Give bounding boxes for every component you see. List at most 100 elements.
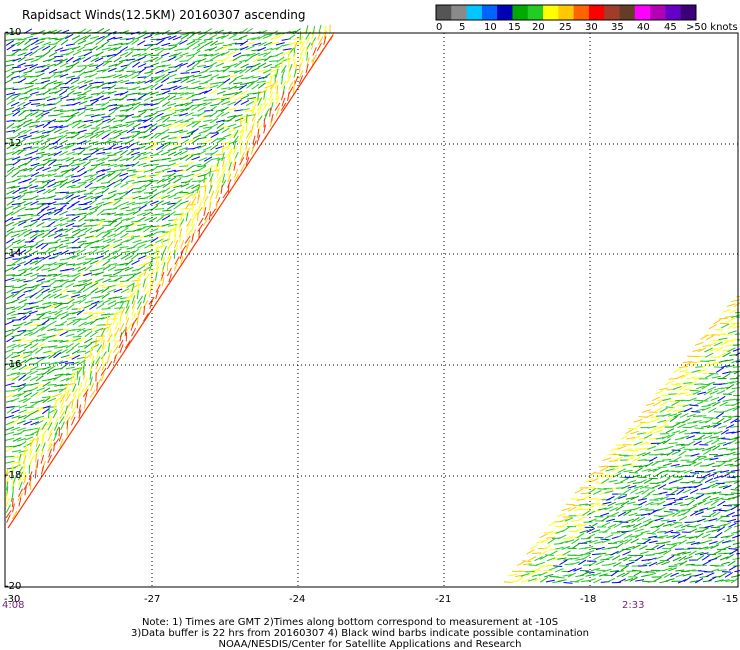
wind-barb <box>137 93 148 95</box>
wind-barb <box>257 128 260 138</box>
wind-barb <box>65 33 74 40</box>
wind-barb <box>77 71 86 78</box>
wind-barb <box>113 129 123 134</box>
wind-barb <box>708 541 718 545</box>
wind-barb <box>280 102 287 111</box>
wind-barb <box>5 293 15 300</box>
wind-barb <box>78 321 87 327</box>
wind-barb <box>689 488 699 494</box>
wind-barb <box>65 50 75 56</box>
wind-barb <box>144 238 154 243</box>
wind-barb <box>702 580 712 583</box>
wind-barb <box>100 367 107 376</box>
wind-barb <box>280 91 285 101</box>
wind-barb <box>609 460 619 462</box>
wind-barb <box>587 578 596 582</box>
wind-barb <box>22 459 26 469</box>
wind-barb <box>76 56 86 62</box>
colorbar-label: 25 <box>559 22 572 33</box>
wind-barb <box>661 394 671 397</box>
wind-barb <box>52 163 63 167</box>
wind-barb <box>647 468 657 472</box>
wind-barb <box>113 217 122 222</box>
wind-barb <box>192 44 201 50</box>
wind-barb <box>77 222 86 228</box>
wind-barb <box>208 184 213 194</box>
wind-barb <box>630 538 639 544</box>
wind-barb <box>113 50 122 57</box>
wind-barb <box>625 428 634 435</box>
wind-barb <box>672 533 681 539</box>
wind-barb <box>119 109 129 112</box>
wind-barb <box>41 461 46 470</box>
wind-barb <box>65 116 74 123</box>
wind-barb <box>12 221 21 227</box>
wind-barb <box>42 397 51 404</box>
wind-barb <box>125 323 132 332</box>
wind-barb <box>192 163 202 167</box>
wind-barb <box>106 354 110 364</box>
wind-barb <box>84 79 93 84</box>
wind-barb <box>150 185 160 189</box>
wind-barb <box>54 328 64 332</box>
wind-barb <box>118 59 128 63</box>
wind-barb <box>137 223 147 227</box>
wind-barb <box>706 483 716 489</box>
wind-barb <box>150 38 160 41</box>
wind-barb <box>203 74 213 78</box>
wind-barb <box>179 200 189 205</box>
wind-barb <box>572 542 581 549</box>
wind-barb <box>563 557 573 561</box>
wind-barb <box>89 331 98 338</box>
wind-barb <box>102 60 111 67</box>
wind-barb <box>17 77 27 84</box>
wind-barb <box>256 134 261 144</box>
wind-barb <box>113 56 122 63</box>
wind-barb <box>174 108 184 112</box>
wind-barb <box>59 139 68 145</box>
wind-barb <box>675 569 685 572</box>
wind-barb <box>30 342 39 349</box>
wind-barb <box>126 103 136 107</box>
wind-barb <box>240 163 246 173</box>
wind-barb <box>726 384 735 390</box>
wind-barb <box>655 460 665 463</box>
wind-barb <box>29 260 39 265</box>
wind-barb <box>656 544 666 550</box>
wind-barb <box>580 553 590 556</box>
wind-barb <box>227 167 232 177</box>
wind-barb <box>143 283 148 293</box>
wind-barb <box>727 347 736 353</box>
wind-barb <box>709 479 719 484</box>
wind-barb <box>293 68 297 78</box>
wind-barb <box>721 309 731 313</box>
wind-barb <box>18 67 28 73</box>
wind-barb <box>65 157 75 162</box>
wind-barb <box>95 350 100 360</box>
wind-barb <box>76 309 85 316</box>
wind-barb <box>120 288 130 294</box>
wind-barb <box>150 83 159 90</box>
wind-barb <box>662 397 672 402</box>
wind-barb <box>71 133 80 139</box>
wind-barb <box>191 196 197 205</box>
wind-barb <box>709 390 719 395</box>
wind-barb <box>692 456 701 463</box>
wind-barb <box>96 218 106 222</box>
wind-barb <box>642 518 652 523</box>
wind-barb <box>78 100 88 105</box>
wind-barb <box>29 220 38 227</box>
wind-barb <box>36 203 45 210</box>
wind-barb <box>716 333 726 336</box>
wind-barb <box>589 539 598 544</box>
wind-barb <box>53 183 62 188</box>
wind-barb <box>695 448 705 450</box>
wind-barb <box>119 262 129 266</box>
wind-barb <box>545 579 555 583</box>
wind-barb <box>245 122 248 133</box>
wind-barb <box>610 570 619 577</box>
wind-barb <box>84 300 94 304</box>
wind-barb <box>173 151 183 157</box>
wind-barb <box>41 63 50 69</box>
wind-barb <box>42 381 51 387</box>
